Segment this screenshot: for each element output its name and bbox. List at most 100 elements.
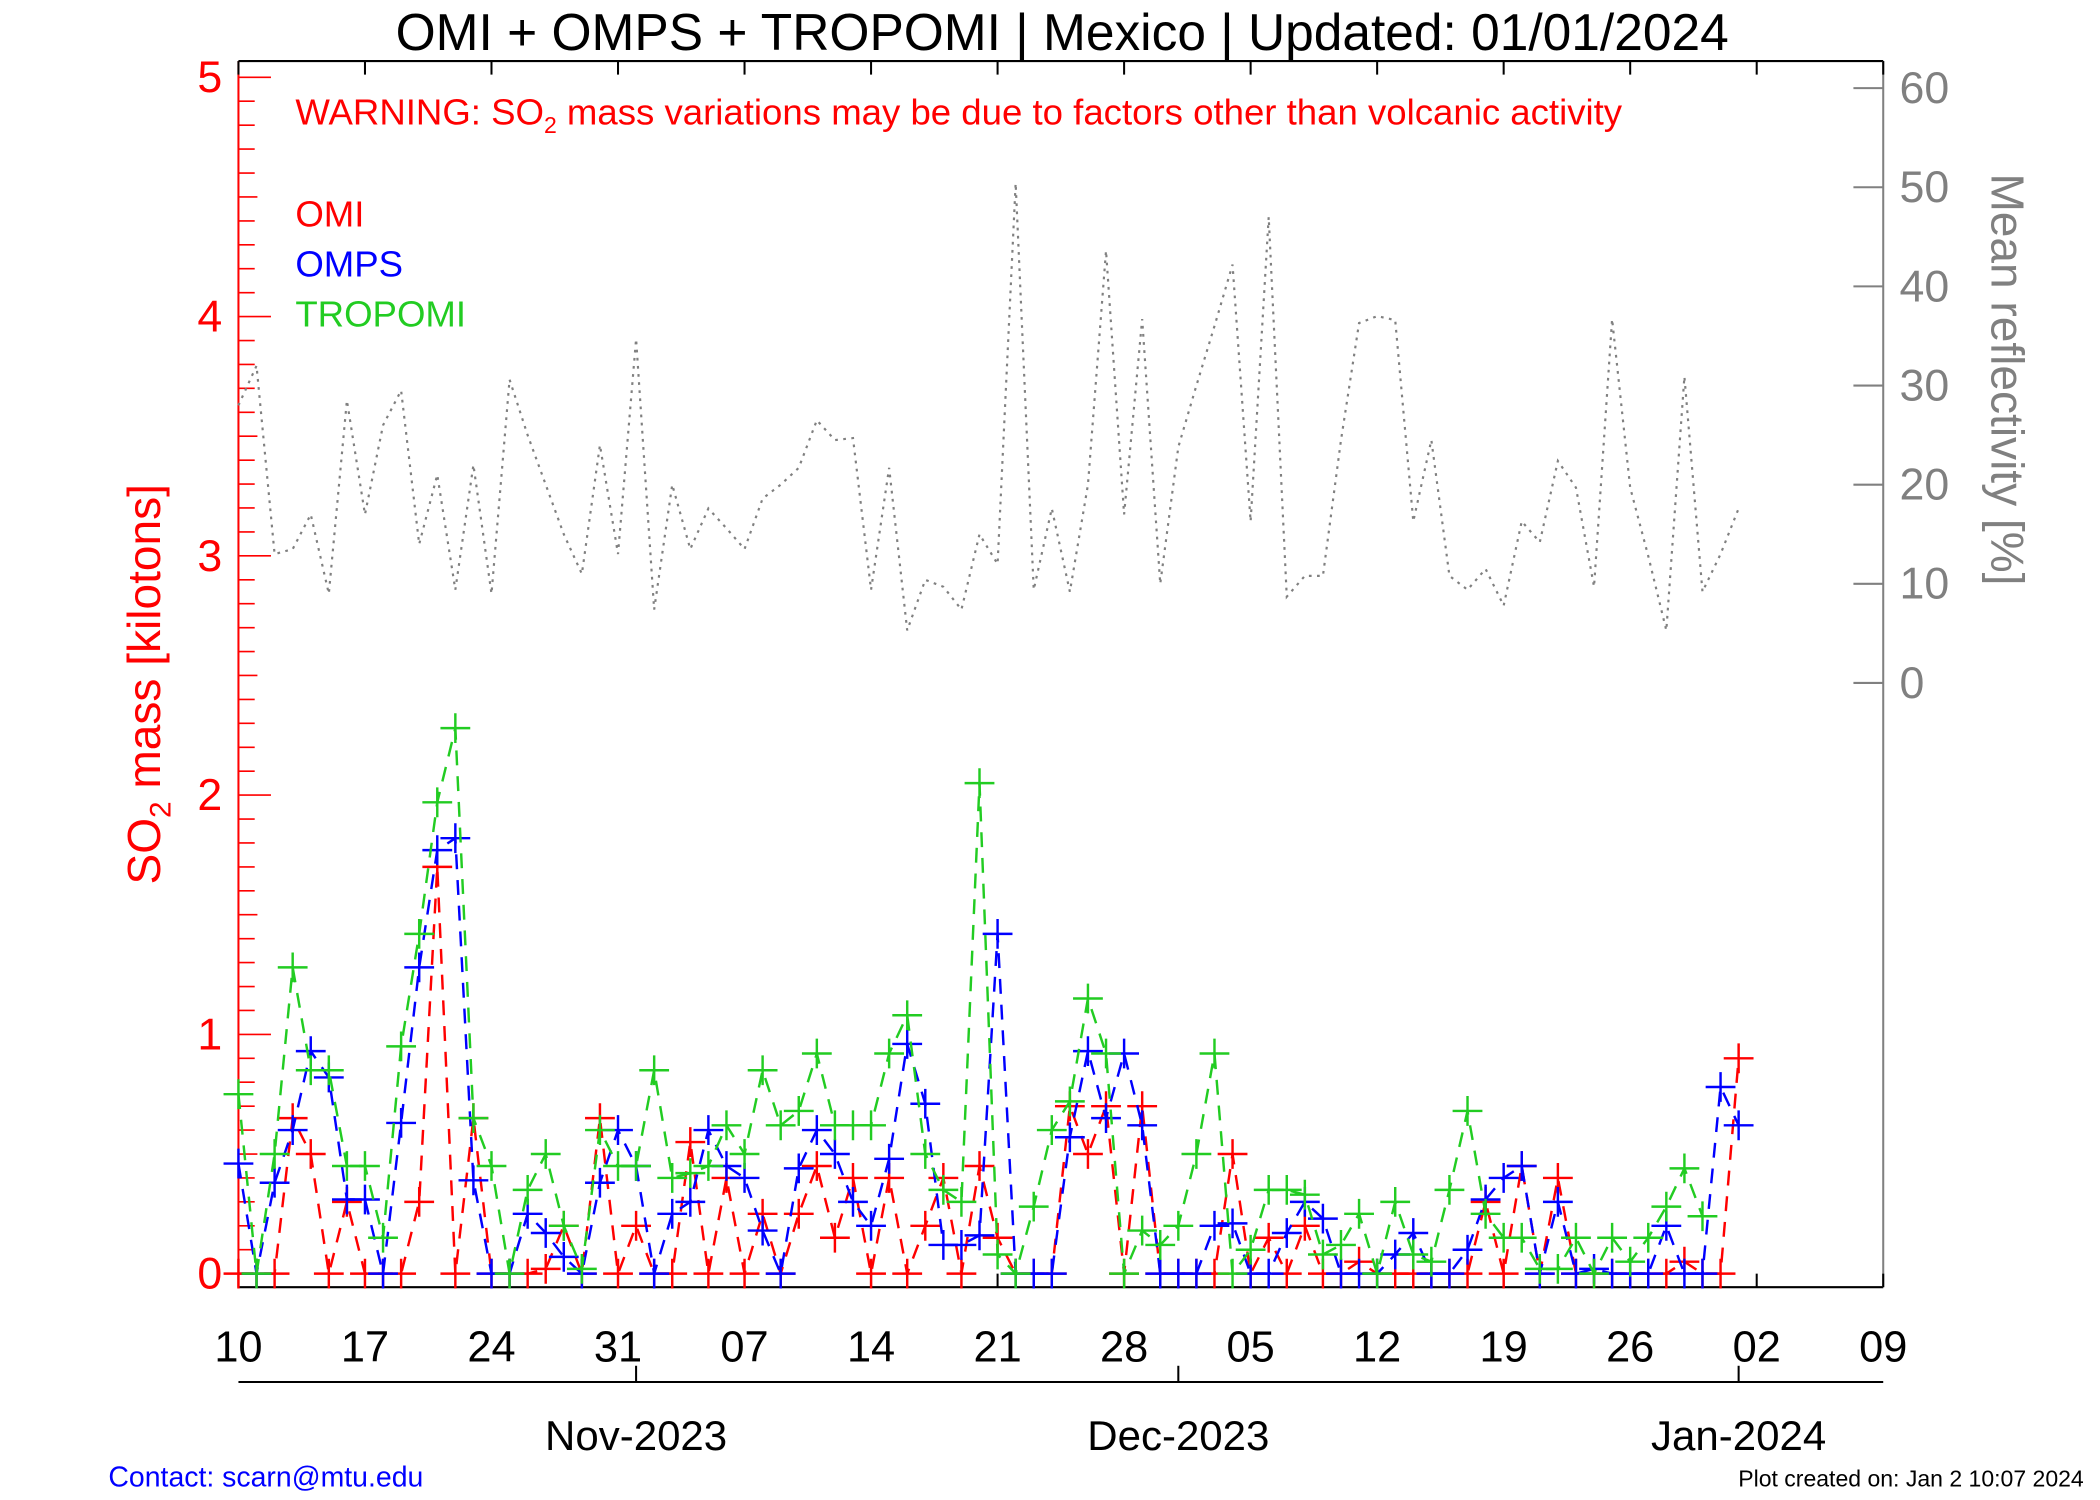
data-point <box>765 1258 796 1289</box>
data-point <box>1344 1198 1374 1229</box>
data-point <box>1470 1198 1501 1229</box>
data-point <box>874 1143 905 1174</box>
series-line <box>237 835 1740 1278</box>
y-tick-label: 2 <box>197 771 222 820</box>
data-point <box>277 952 308 983</box>
data-point <box>874 1038 905 1069</box>
y-right-tick-label: 10 <box>1899 560 1949 609</box>
data-point <box>422 787 453 818</box>
series-line <box>237 727 1704 1279</box>
y-tick-label: 5 <box>197 53 222 102</box>
data-point <box>404 1186 435 1217</box>
plot-created-text: Plot created on: Jan 2 10:07 2024 <box>1738 1465 2084 1491</box>
data-point <box>693 1258 724 1289</box>
x-tick-label: 26 <box>1606 1324 1654 1372</box>
data-point <box>982 1239 1013 1270</box>
x-tick-label: 12 <box>1353 1324 1401 1372</box>
data-point <box>729 1139 760 1169</box>
legend-item-omps: OMPS <box>295 243 403 284</box>
data-point <box>1054 1086 1085 1117</box>
data-point <box>548 1210 579 1241</box>
data-point <box>530 1139 561 1169</box>
data-point <box>1687 1258 1718 1289</box>
data-point <box>1669 1153 1700 1184</box>
x-tick-label: 14 <box>847 1324 895 1372</box>
data-point <box>1271 1218 1302 1248</box>
data-point <box>313 1055 344 1086</box>
data-point <box>747 1055 778 1086</box>
x-tick-label: 17 <box>341 1324 389 1372</box>
x-tick-label: 19 <box>1480 1324 1528 1372</box>
data-point <box>1000 1258 1031 1289</box>
data-point <box>458 1103 489 1134</box>
data-point <box>910 1139 941 1169</box>
x-tick-label: 31 <box>594 1324 642 1372</box>
legend-item-tropomi: TROPOMI <box>295 294 466 335</box>
data-point <box>693 1115 724 1145</box>
data-point <box>440 713 471 744</box>
y-right-tick-label: 40 <box>1899 262 1949 311</box>
data-point <box>1036 1258 1067 1289</box>
y-tick-label: 1 <box>197 1010 222 1059</box>
data-point <box>1633 1222 1664 1253</box>
legend: OMI OMPS TROPOMI <box>295 193 466 334</box>
data-point <box>1018 1191 1049 1222</box>
data-point <box>1452 1096 1483 1126</box>
data-point <box>1253 1222 1284 1253</box>
data-point <box>675 1127 706 1157</box>
data-point <box>1308 1239 1338 1270</box>
data-point <box>1651 1191 1682 1222</box>
data-point <box>1073 1139 1103 1169</box>
data-point <box>1091 1103 1121 1134</box>
data-point <box>1506 1222 1537 1253</box>
data-point <box>458 1165 489 1196</box>
data-point <box>404 952 435 983</box>
data-point <box>1145 1230 1176 1260</box>
chart-title: OMI + OMPS + TROPOMI | Mexico | Updated:… <box>396 3 1729 61</box>
y-right-tick-label: 30 <box>1899 361 1949 410</box>
data-point <box>259 1167 290 1198</box>
warning-text: WARNING: SO2 mass variations may be due … <box>295 92 1622 138</box>
data-point <box>1488 1163 1519 1193</box>
contact-link[interactable]: Contact: scarn@mtu.edu <box>108 1461 423 1493</box>
data-point <box>783 1153 814 1184</box>
data-point <box>1127 1215 1158 1246</box>
data-point <box>368 1222 398 1253</box>
data-point <box>386 1031 417 1062</box>
data-point <box>404 918 435 949</box>
data-point <box>1398 1239 1429 1270</box>
data-point <box>729 1258 760 1289</box>
data-point <box>820 1139 850 1169</box>
data-point <box>1705 1072 1736 1102</box>
data-point <box>386 1108 417 1138</box>
data-point <box>259 1139 290 1169</box>
data-point <box>747 1215 778 1246</box>
y-right-tick-label: 60 <box>1899 64 1949 113</box>
x-tick-label: 07 <box>720 1324 768 1372</box>
y-right-tick-label: 0 <box>1899 659 1924 708</box>
x-tick-label: 21 <box>973 1324 1021 1372</box>
data-point <box>1723 1110 1754 1141</box>
data-point <box>1723 1043 1754 1074</box>
y-tick-label: 4 <box>197 292 222 341</box>
data-point <box>892 1000 923 1031</box>
data-point <box>585 1115 615 1145</box>
data-point <box>530 1218 561 1248</box>
data-point <box>964 1151 995 1181</box>
x-tick-label: 05 <box>1227 1324 1275 1372</box>
data-point <box>1561 1222 1591 1253</box>
month-tick-label: Nov-2023 <box>545 1412 727 1459</box>
data-point <box>1434 1258 1465 1289</box>
y-tick-label: 3 <box>197 532 222 581</box>
data-point <box>241 1258 272 1289</box>
data-point <box>783 1096 814 1126</box>
data-point <box>1597 1222 1628 1253</box>
data-point <box>223 1148 254 1179</box>
data-point <box>313 1258 344 1289</box>
data-point <box>1271 1174 1302 1205</box>
data-point <box>892 1258 923 1289</box>
data-point <box>765 1110 796 1141</box>
data-point <box>964 768 995 799</box>
data-point <box>1362 1258 1393 1289</box>
data-point <box>1488 1258 1519 1289</box>
